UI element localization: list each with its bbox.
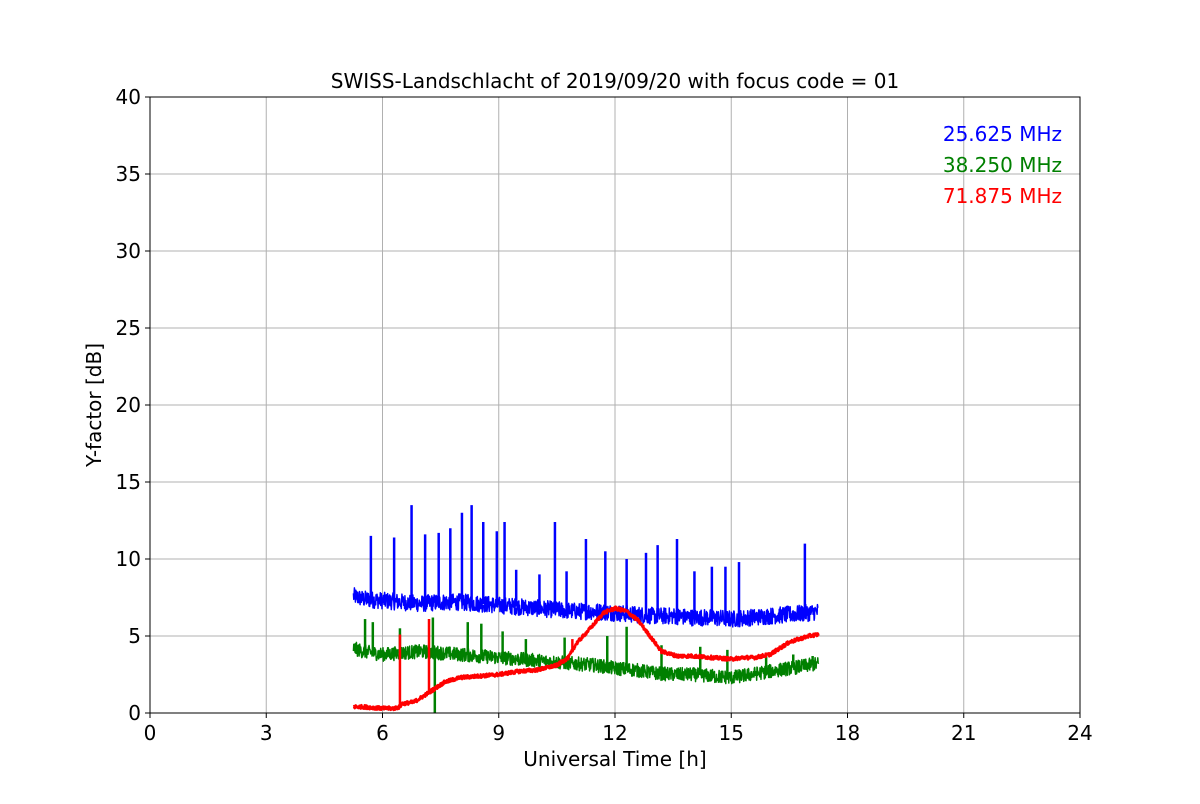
x-tick-label: 3: [260, 721, 273, 745]
y-tick-label: 35: [116, 162, 141, 186]
x-tick-label: 15: [719, 721, 744, 745]
x-tick-label: 24: [1067, 721, 1092, 745]
y-tick-label: 20: [116, 393, 141, 417]
series-line: [352, 605, 820, 712]
legend-entry: 38.250 MHz: [943, 153, 1062, 177]
series-2: [352, 605, 820, 712]
grid-lines: [149, 96, 1081, 714]
y-tick-label: 25: [116, 316, 141, 340]
x-tick-label: 0: [144, 721, 157, 745]
x-tick-label: 9: [492, 721, 505, 745]
legend-entry: 25.625 MHz: [943, 122, 1062, 146]
y-tick-label: 5: [128, 624, 141, 648]
y-tick-label: 30: [116, 239, 141, 263]
series-0: [352, 505, 819, 628]
chart-title: SWISS-Landschlacht of 2019/09/20 with fo…: [331, 69, 899, 93]
x-tick-label: 6: [376, 721, 389, 745]
y-tick-label: 40: [116, 85, 141, 109]
x-axis-label: Universal Time [h]: [523, 747, 706, 771]
x-tick-label: 21: [951, 721, 976, 745]
series-1: [352, 617, 820, 713]
axis-ticks: 0 3 6 9 12 15 18 21 24 0 5 10 15 20 25 30 35 40: [116, 85, 1093, 745]
y-tick-label: 15: [116, 470, 141, 494]
series-layer: [352, 505, 820, 713]
series-line: [352, 641, 820, 685]
legend: 25.625 MHz 38.250 MHz 71.875 MHz: [943, 122, 1062, 208]
y-tick-label: 0: [128, 701, 141, 725]
x-tick-label: 12: [602, 721, 627, 745]
series-line: [352, 587, 819, 628]
y-tick-label: 10: [116, 547, 141, 571]
x-tick-label: 18: [835, 721, 860, 745]
legend-entry: 71.875 MHz: [943, 184, 1062, 208]
y-axis-label: Y-factor [dB]: [82, 343, 106, 468]
